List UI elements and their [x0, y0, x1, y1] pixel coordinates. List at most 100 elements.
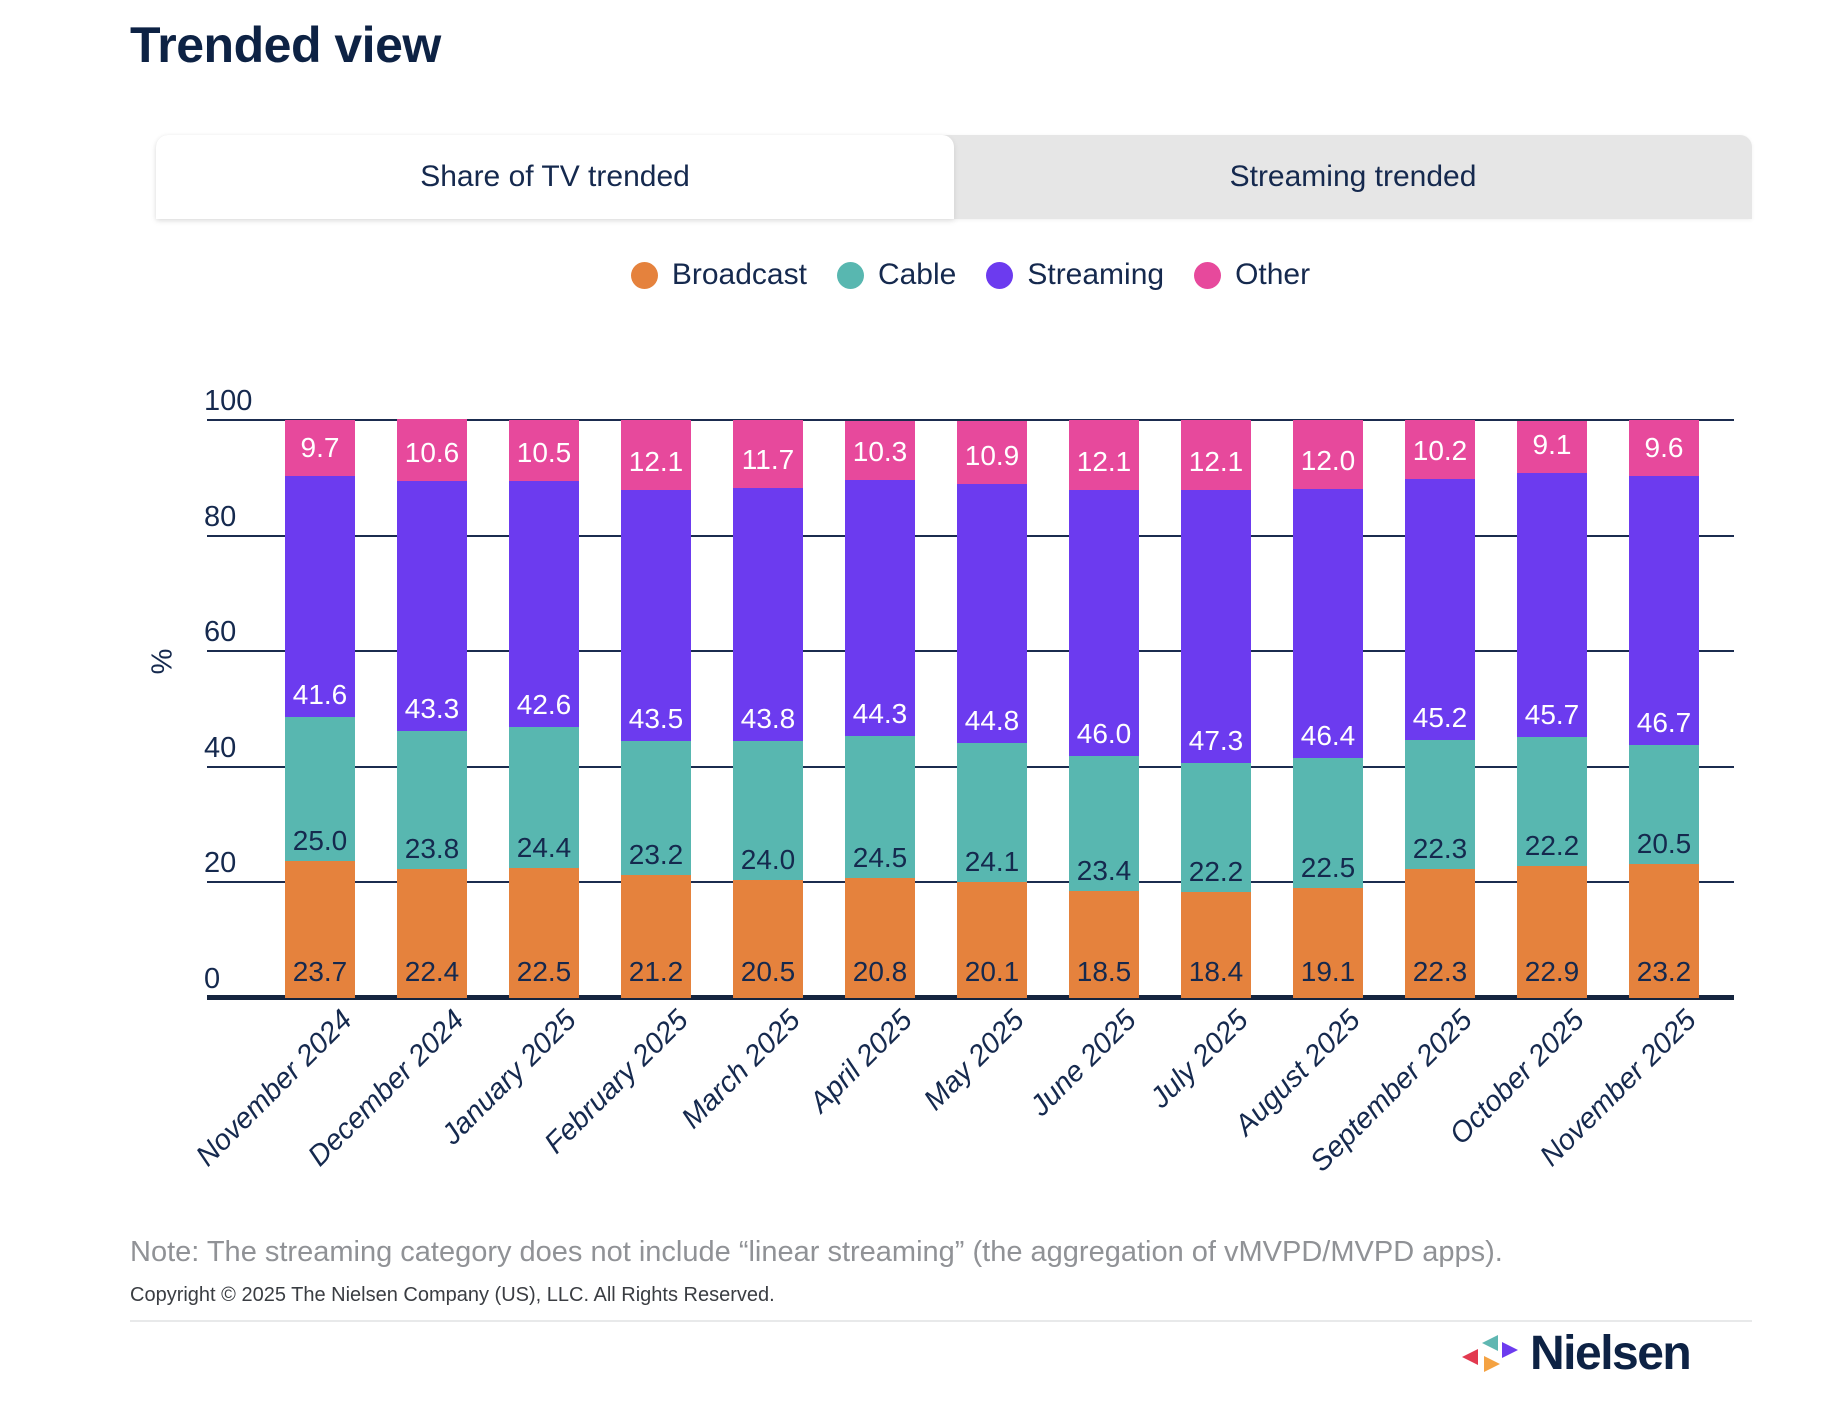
bar-december-2024: 22.4 23.8 43.3 10.6 [397, 419, 467, 998]
bar-value-label: 46.4 [1300, 719, 1356, 751]
bar-segment-cable: 22.3 [1405, 740, 1475, 870]
legend-dot-icon [630, 261, 658, 289]
bar-september-2025: 22.3 22.3 45.2 10.2 [1405, 420, 1475, 998]
bar-segment-streaming: 44.3 [845, 480, 915, 737]
legend-item-broadcast: Broadcast [630, 258, 807, 292]
nielsen-logo: Nielsen [1462, 1326, 1692, 1381]
bar-segment-other: 10.6 [397, 419, 467, 481]
bar-value-label: 20.8 [852, 956, 908, 987]
bar-value-label: 20.5 [740, 956, 796, 987]
bar-value-label: 24.1 [964, 845, 1020, 877]
nielsen-wordmark: Nielsen [1530, 1327, 1692, 1380]
bar-segment-streaming: 46.4 [1293, 489, 1363, 758]
bar-segment-broadcast: 18.5 [1069, 891, 1139, 998]
bar-segment-streaming: 44.8 [957, 483, 1027, 743]
bar-segment-broadcast: 22.4 [397, 868, 467, 998]
bar-segment-cable: 22.2 [1181, 763, 1251, 892]
bar-segment-streaming: 42.6 [509, 480, 579, 727]
bar-value-label: 22.3 [1412, 956, 1468, 987]
bar-value-label: 9.1 [1532, 429, 1572, 461]
y-tick-label: 100 [204, 385, 253, 417]
bar-value-label: 44.3 [852, 698, 908, 730]
bar-segment-cable: 24.0 [733, 740, 803, 880]
bar-segment-broadcast: 18.4 [1181, 891, 1251, 998]
bar-segment-streaming: 45.7 [1517, 473, 1587, 738]
bar-segment-other: 9.6 [1629, 420, 1699, 476]
tab-bar: Share of TV trended Streaming trended [156, 135, 1752, 219]
bar-value-label: 22.2 [1524, 829, 1580, 861]
logo-triangle-teal-icon [1482, 1334, 1498, 1351]
bar-value-label: 41.6 [292, 678, 348, 710]
x-tick-label: November 2025 [1534, 1004, 1703, 1173]
bar-segment-cable: 24.4 [509, 726, 579, 868]
logo-triangle-orange-icon [1484, 1355, 1500, 1372]
bar-august-2025: 19.1 22.5 46.4 12.0 [1293, 420, 1363, 998]
legend-label: Broadcast [671, 258, 807, 291]
bar-value-label: 23.4 [1076, 855, 1132, 887]
legend-item-streaming: Streaming [986, 258, 1164, 292]
bar-segment-other: 10.2 [1405, 420, 1475, 479]
bar-value-label: 12.1 [1188, 445, 1244, 477]
bar-value-label: 24.4 [516, 831, 572, 863]
bar-segment-broadcast: 21.2 [621, 875, 691, 998]
bar-value-label: 22.5 [516, 956, 572, 987]
bar-value-label: 19.1 [1300, 956, 1356, 987]
bar-segment-cable: 25.0 [285, 716, 355, 862]
legend-label: Other [1235, 258, 1311, 291]
bar-value-label: 23.8 [404, 832, 460, 864]
bar-value-label: 24.5 [852, 841, 908, 873]
legend-dot-icon [836, 261, 864, 289]
bar-value-label: 10.6 [404, 436, 460, 468]
bar-value-label: 9.7 [300, 432, 340, 464]
bar-november-2025: 23.2 20.5 46.7 9.6 [1629, 420, 1699, 998]
bar-value-label: 23.2 [628, 839, 684, 871]
legend-label: Cable [877, 258, 957, 291]
bar-segment-streaming: 45.2 [1405, 478, 1475, 741]
bar-november-2024: 23.7 25.0 41.6 9.7 [285, 420, 355, 998]
bar-value-label: 45.7 [1524, 699, 1580, 731]
bar-value-label: 45.2 [1412, 702, 1468, 734]
y-tick-label: 80 [204, 500, 237, 533]
y-tick-label: 0 [204, 963, 221, 995]
logo-triangle-red-icon [1462, 1348, 1478, 1365]
bar-value-label: 10.5 [516, 436, 572, 468]
bar-june-2025: 18.5 23.4 46.0 12.1 [1069, 420, 1139, 998]
bar-value-label: 43.3 [404, 692, 460, 724]
bar-value-label: 44.8 [964, 704, 1020, 736]
bar-value-label: 22.3 [1412, 833, 1468, 865]
bar-value-label: 18.4 [1188, 956, 1244, 987]
bar-segment-broadcast: 20.1 [957, 881, 1027, 998]
bar-segment-streaming: 43.5 [621, 489, 691, 742]
tab-streaming-trended[interactable]: Streaming trended [954, 135, 1752, 219]
logo-triangle-purple-icon [1502, 1341, 1518, 1358]
bar-segment-broadcast: 23.2 [1629, 863, 1699, 998]
bar-segment-cable: 22.5 [1293, 757, 1363, 888]
bar-value-label: 22.5 [1300, 851, 1356, 883]
note-text: Note: The streaming category does not in… [130, 1236, 1503, 1268]
footer-divider [130, 1320, 1752, 1322]
bar-february-2025: 21.2 23.2 43.5 12.1 [621, 420, 691, 998]
legend-dot-icon [1194, 261, 1222, 289]
bar-value-label: 46.0 [1076, 717, 1132, 749]
bar-segment-streaming: 46.7 [1629, 475, 1699, 746]
legend-dot-icon [986, 261, 1014, 289]
bar-value-label: 20.1 [964, 956, 1020, 987]
bar-value-label: 12.1 [1076, 445, 1132, 477]
bar-segment-other: 10.9 [957, 420, 1027, 484]
bar-segment-broadcast: 20.5 [733, 879, 803, 998]
bar-value-label: 21.2 [628, 956, 684, 987]
bar-april-2025: 20.8 24.5 44.3 10.3 [845, 420, 915, 998]
bar-value-label: 46.7 [1636, 707, 1692, 739]
bar-value-label: 10.2 [1412, 434, 1468, 466]
bar-segment-broadcast: 19.1 [1293, 887, 1363, 998]
y-axis-label: % [146, 648, 179, 675]
bar-january-2025: 22.5 24.4 42.6 10.5 [509, 420, 579, 998]
y-tick-label: 20 [204, 847, 237, 880]
bar-value-label: 43.8 [740, 702, 796, 734]
bar-segment-other: 11.7 [733, 420, 803, 488]
bar-value-label: 25.0 [292, 825, 348, 857]
bar-segment-cable: 23.4 [1069, 755, 1139, 892]
page-title: Trended view [130, 17, 441, 73]
tab-share-of-tv-trended[interactable]: Share of TV trended [156, 135, 954, 219]
